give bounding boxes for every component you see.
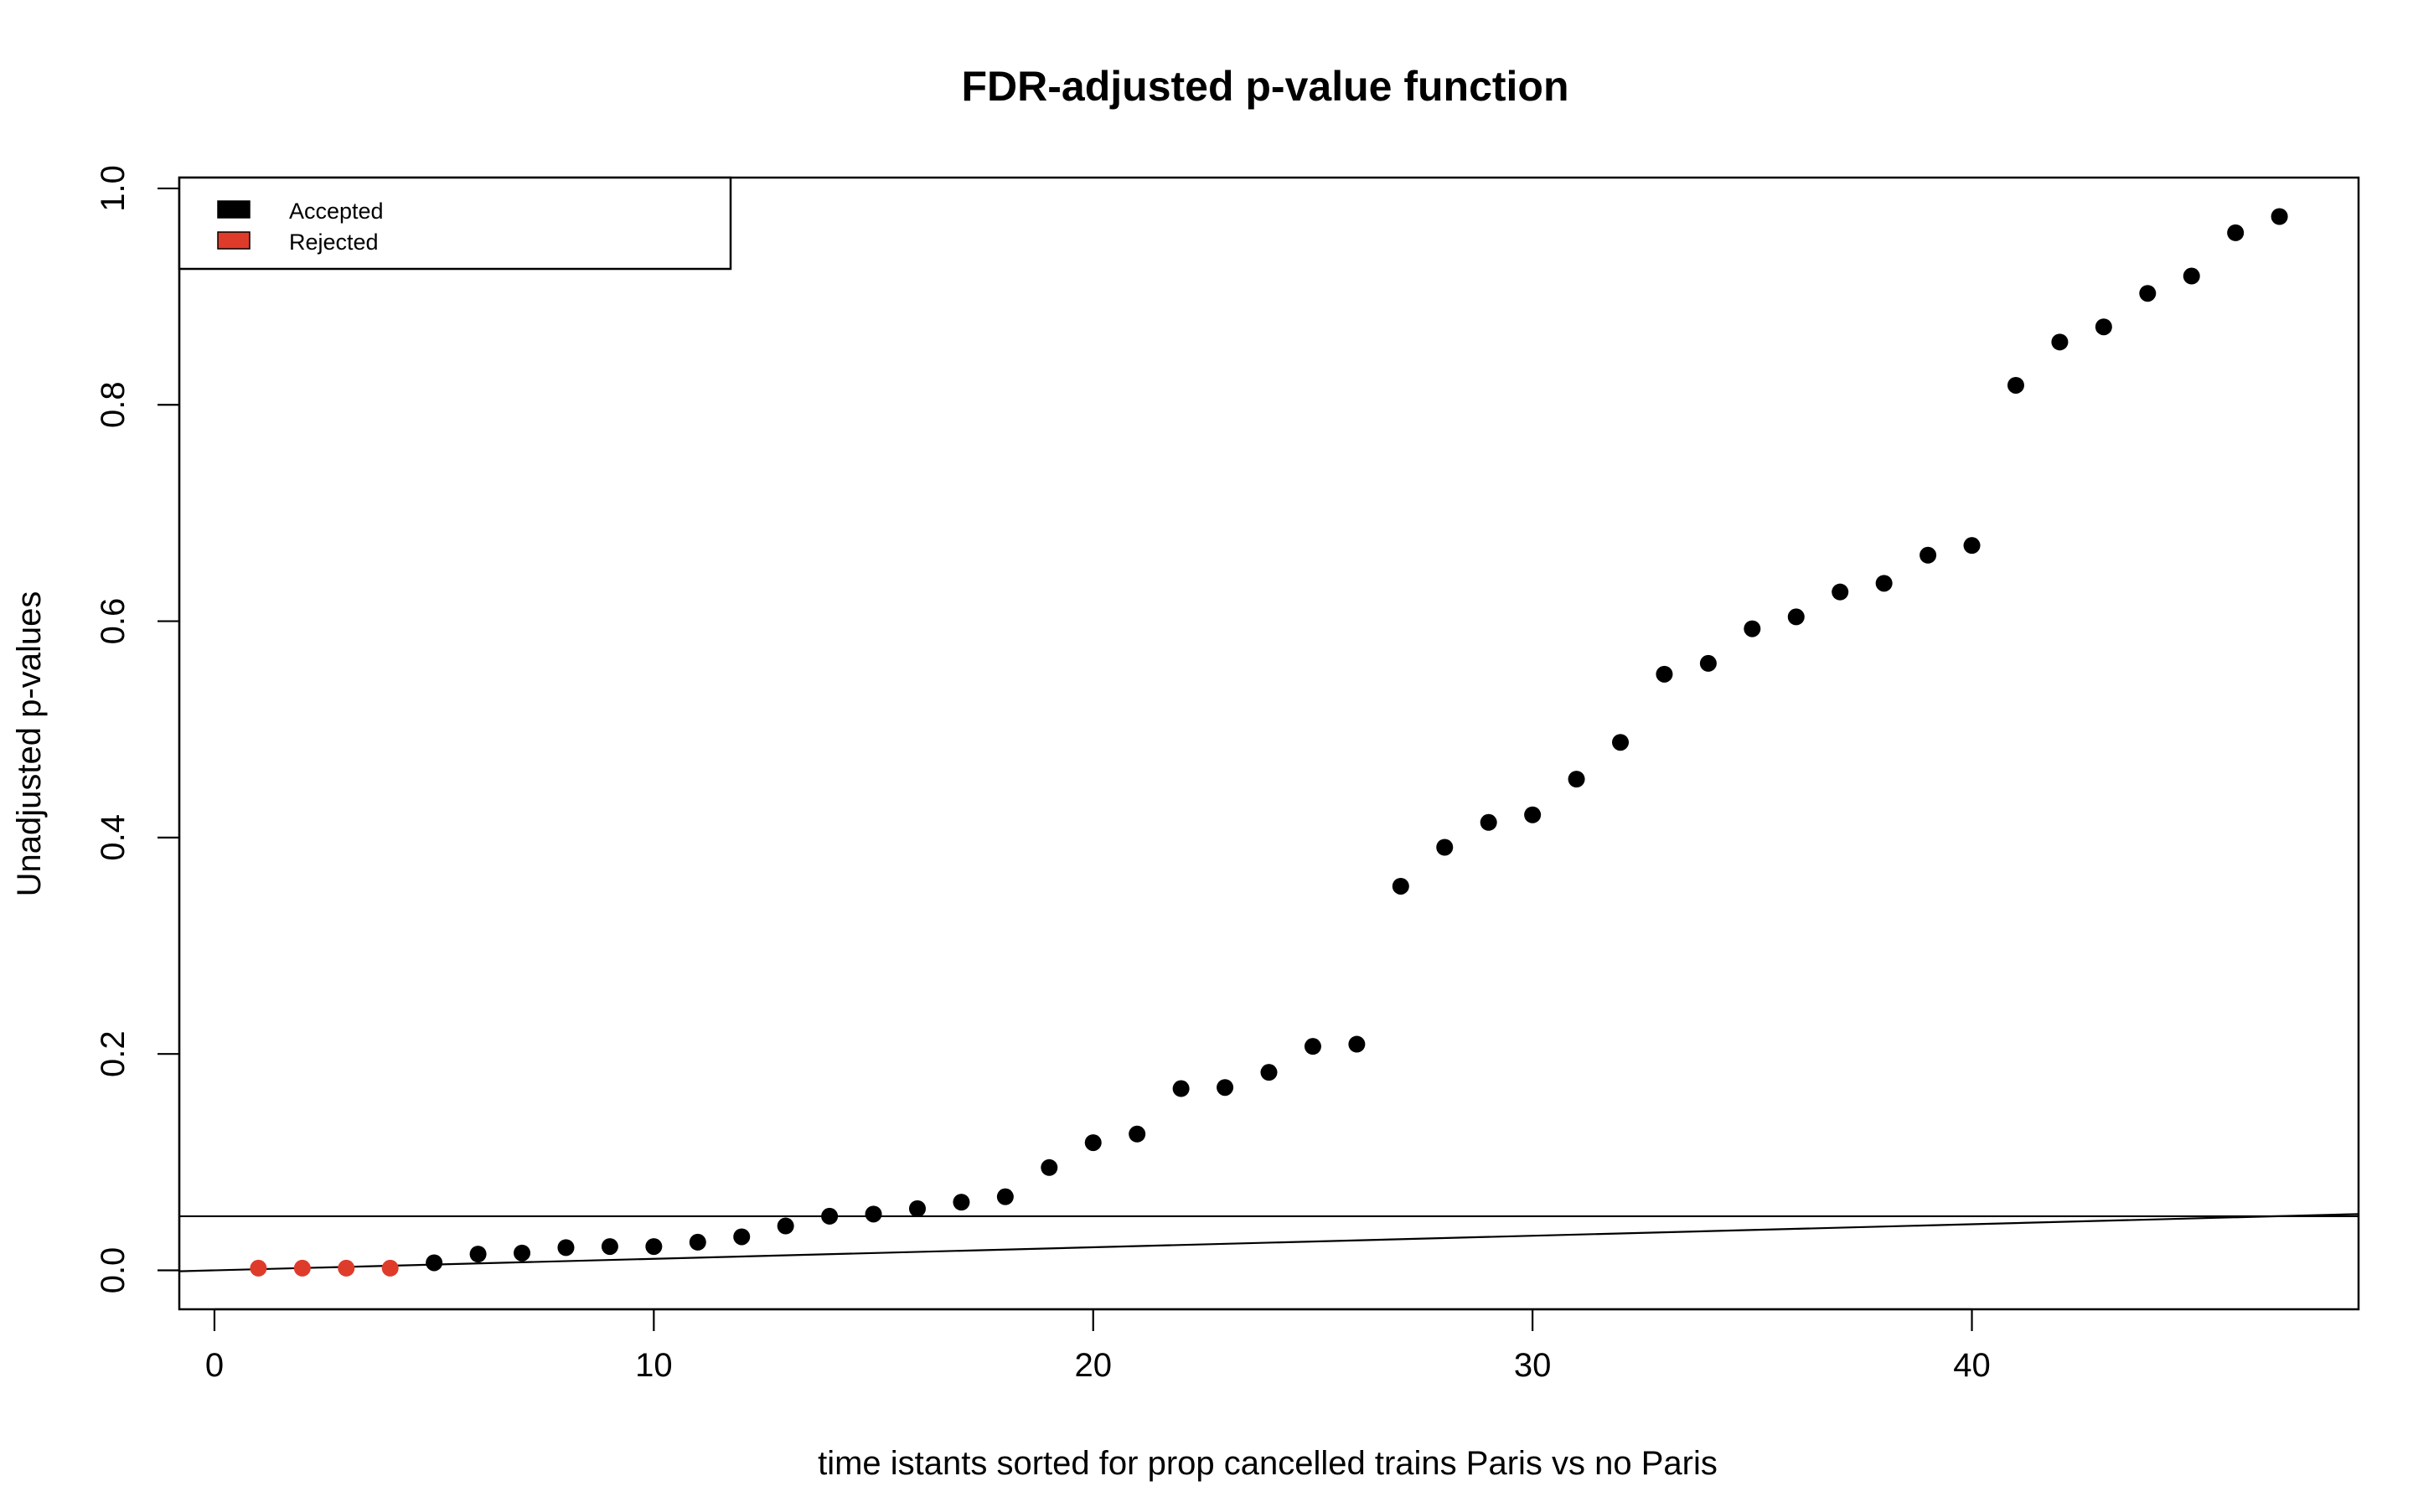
accepted-point (2139, 285, 2157, 302)
x-tick-label: 30 (1514, 1347, 1552, 1384)
accepted-point (1568, 771, 1585, 788)
accepted-point (1217, 1079, 1234, 1097)
accepted-point (953, 1194, 970, 1211)
y-axis-label: Unadjusted p-values (11, 591, 48, 897)
accepted-point (689, 1233, 706, 1251)
accepted-point (557, 1239, 575, 1257)
accepted-point (1436, 839, 1454, 856)
accepted-point (1963, 537, 1981, 555)
accepted-point (1875, 575, 1893, 592)
legend-swatch-accepted (217, 200, 251, 219)
accepted-point (514, 1244, 531, 1262)
legend-swatch-rejected (217, 231, 251, 250)
accepted-point (1699, 654, 1717, 672)
accepted-point (1392, 877, 1409, 895)
x-tick-label: 10 (635, 1347, 673, 1384)
accepted-point (1832, 583, 1849, 601)
y-tick-label: 1.0 (95, 165, 132, 212)
accepted-point (645, 1238, 663, 1256)
accepted-point (2271, 208, 2288, 225)
legend: Accepted Rejected (178, 176, 732, 271)
y-tick-label: 0.4 (95, 814, 132, 861)
fdr-line (178, 1213, 2359, 1272)
accepted-point (996, 1188, 1014, 1205)
rejected-point (381, 1259, 399, 1277)
y-tick-label: 0.0 (95, 1247, 132, 1294)
accepted-point (2227, 224, 2245, 241)
accepted-point (2007, 376, 2024, 394)
accepted-point (469, 1246, 487, 1263)
y-axis: 0.0 0.2 0.4 0.6 0.8 1.0 (95, 165, 181, 1294)
accepted-point (1524, 806, 1542, 823)
rejected-point (338, 1259, 355, 1277)
accepted-point (777, 1217, 794, 1235)
chart-title: FDR-adjusted p-value function (962, 63, 1569, 110)
accepted-point (1920, 546, 1937, 564)
accepted-point (821, 1207, 839, 1225)
legend-label-rejected: Rejected (289, 230, 379, 255)
x-axis-label: time istants sorted for prop cancelled t… (818, 1445, 1718, 1482)
x-tick-label: 20 (1074, 1347, 1112, 1384)
accepted-point (1612, 734, 1630, 751)
y-tick-label: 0.8 (95, 381, 132, 428)
accepted-point (908, 1200, 926, 1217)
data-points (250, 208, 2288, 1277)
x-axis: 0 10 20 30 40 (205, 1308, 1991, 1384)
accepted-point (1260, 1064, 1278, 1081)
accepted-point (1304, 1038, 1321, 1055)
legend-label-accepted: Accepted (289, 199, 384, 224)
accepted-point (1348, 1035, 1366, 1053)
accepted-point (2095, 318, 2112, 336)
accepted-point (1041, 1159, 1058, 1176)
accepted-point (733, 1228, 751, 1246)
accepted-point (601, 1238, 618, 1256)
accepted-point (1656, 665, 1673, 683)
accepted-point (1172, 1080, 1190, 1097)
accepted-point (1129, 1125, 1146, 1143)
x-tick-label: 0 (205, 1347, 224, 1384)
accepted-point (426, 1254, 443, 1272)
y-tick-label: 0.6 (95, 598, 132, 645)
accepted-point (1480, 813, 1497, 831)
accepted-point (2051, 333, 2069, 351)
accepted-point (2183, 267, 2200, 285)
accepted-point (865, 1205, 882, 1223)
accepted-point (1744, 620, 1761, 637)
reference-lines (178, 1213, 2359, 1272)
x-tick-label: 40 (1953, 1347, 1991, 1384)
rejected-point (293, 1259, 311, 1277)
legend-box (178, 176, 732, 271)
accepted-point (1787, 608, 1805, 626)
accepted-point (1084, 1134, 1102, 1152)
rejected-point (250, 1259, 267, 1277)
y-tick-label: 0.2 (95, 1030, 132, 1077)
